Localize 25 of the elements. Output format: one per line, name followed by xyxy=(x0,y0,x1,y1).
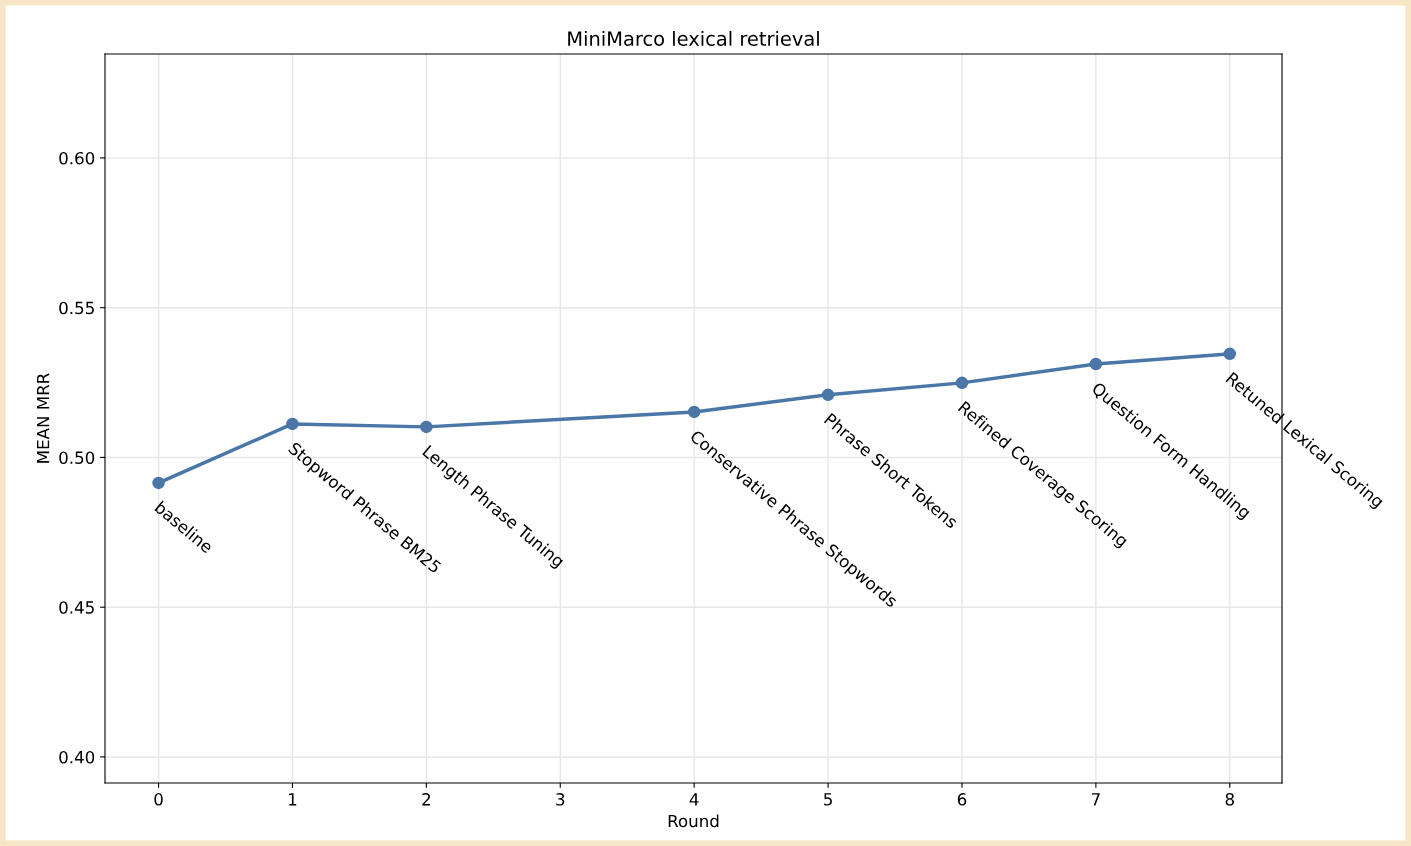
x-tick-label: 3 xyxy=(556,793,565,806)
x-tick-label: 7 xyxy=(1091,793,1100,806)
chart-title: MiniMarco lexical retrieval xyxy=(568,30,819,46)
x-tick-label: 4 xyxy=(689,793,699,806)
point xyxy=(821,388,835,402)
point xyxy=(687,405,701,419)
point xyxy=(1089,357,1103,371)
x-tick-label: 6 xyxy=(957,793,967,806)
point xyxy=(420,420,433,434)
x-tick-label: 5 xyxy=(824,793,832,806)
y-axis-title: MEAN MRR xyxy=(37,373,50,463)
x-tick-label: 2 xyxy=(422,793,430,806)
point xyxy=(955,376,969,390)
point xyxy=(1223,347,1237,361)
point xyxy=(152,476,165,490)
y-tick-label: 0.40 xyxy=(59,750,95,764)
x-tick-label: 8 xyxy=(1225,793,1234,806)
y-tick-label: 0.55 xyxy=(59,301,94,315)
x-tick-label: 0 xyxy=(154,793,163,806)
y-tick-label: 0.60 xyxy=(59,151,95,165)
x-axis-title: Round xyxy=(668,814,719,828)
point xyxy=(286,417,299,431)
y-tick-label: 0.50 xyxy=(59,451,95,464)
x-tick-label: 1 xyxy=(288,793,297,806)
y-tick-label: 0.45 xyxy=(59,601,94,614)
